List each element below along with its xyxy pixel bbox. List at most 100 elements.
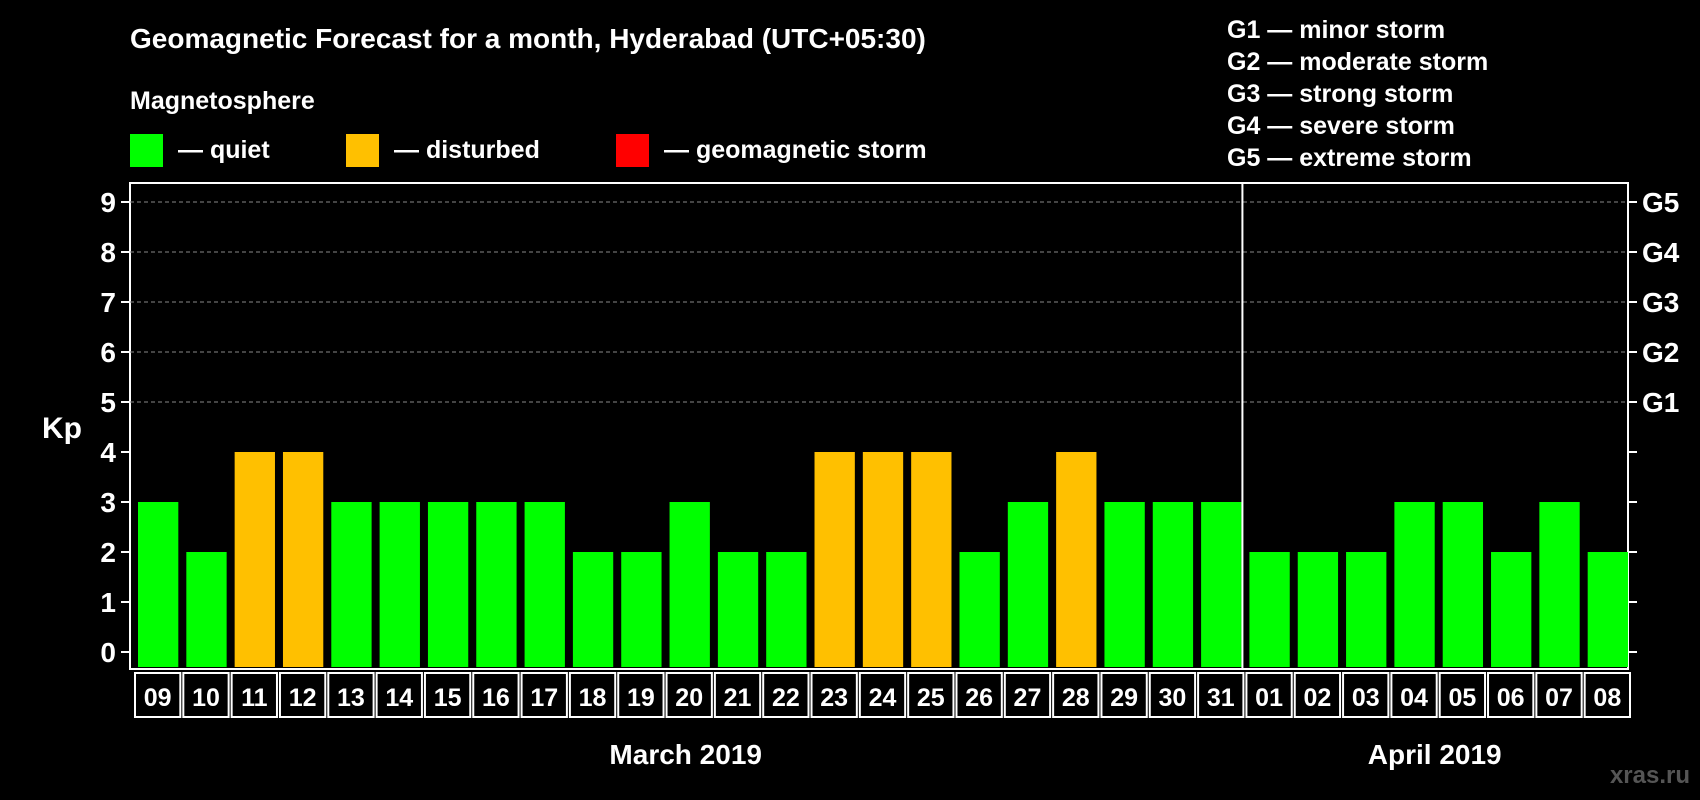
date-box xyxy=(327,672,375,718)
date-label: 24 xyxy=(869,684,897,712)
date-label: 14 xyxy=(385,684,413,712)
date-box xyxy=(1100,672,1148,718)
date-box xyxy=(1003,672,1052,718)
date-label: 29 xyxy=(1110,684,1138,712)
bar-03 xyxy=(1346,552,1387,667)
bar-09 xyxy=(138,502,179,667)
bar-28 xyxy=(1056,452,1097,667)
date-label: 09 xyxy=(144,684,172,712)
date-label: 12 xyxy=(289,684,317,712)
date-box xyxy=(568,672,617,718)
date-box xyxy=(955,672,1003,718)
storm-scale-item: G2 — moderate storm xyxy=(1227,48,1488,76)
date-label: 31 xyxy=(1207,684,1235,712)
y-tick-label: 8 xyxy=(100,237,116,268)
bar-23 xyxy=(814,452,855,667)
bar-19 xyxy=(621,552,662,667)
y-tick-label: 6 xyxy=(100,337,116,368)
date-label: 08 xyxy=(1593,684,1621,712)
watermark: xras.ru xyxy=(1610,762,1690,789)
bar-06 xyxy=(1491,552,1532,667)
date-box xyxy=(1293,672,1342,718)
date-box xyxy=(713,672,762,718)
date-box xyxy=(375,672,423,718)
date-label: 07 xyxy=(1545,684,1573,712)
bar-12 xyxy=(282,452,324,667)
bar-02 xyxy=(1297,552,1339,667)
y-tick-label: 4 xyxy=(100,437,116,468)
right-axis-label: G4 xyxy=(1642,237,1680,268)
y-tick-label: 1 xyxy=(100,587,116,618)
storm-scale-item: G3 — strong storm xyxy=(1227,80,1453,108)
date-box xyxy=(1197,672,1245,718)
date-label: 13 xyxy=(337,684,365,712)
date-box xyxy=(423,672,472,718)
date-label: 30 xyxy=(1159,684,1187,712)
chart-title: Geomagnetic Forecast for a month, Hydera… xyxy=(130,23,926,54)
date-label: 10 xyxy=(192,684,220,712)
bar-13 xyxy=(331,502,372,667)
date-label: 03 xyxy=(1352,684,1380,712)
date-label: 02 xyxy=(1303,684,1331,712)
bar-10 xyxy=(186,552,227,667)
date-label: 19 xyxy=(627,684,655,712)
date-label: 18 xyxy=(579,684,607,712)
date-label: 26 xyxy=(965,684,993,712)
date-box xyxy=(1487,672,1535,718)
y-tick-label: 2 xyxy=(100,537,116,568)
bar-27 xyxy=(1007,502,1049,667)
date-label: 23 xyxy=(820,684,848,712)
date-label: 28 xyxy=(1062,684,1090,712)
bar-04 xyxy=(1394,502,1435,667)
bar-11 xyxy=(234,452,275,667)
plot-frame xyxy=(129,182,1629,670)
y-tick-label: 5 xyxy=(100,387,116,418)
date-label: 15 xyxy=(434,684,462,712)
bar-08 xyxy=(1587,552,1628,667)
bar-17 xyxy=(524,502,565,667)
legend-label-disturbed: — disturbed xyxy=(394,136,540,164)
bar-21 xyxy=(717,552,759,667)
month-label: April 2019 xyxy=(1368,739,1502,770)
date-box xyxy=(230,672,278,718)
date-label: 27 xyxy=(1014,684,1042,712)
right-axis-label: G3 xyxy=(1642,287,1679,318)
date-label: 04 xyxy=(1400,684,1428,712)
storm-scale-item: G4 — severe storm xyxy=(1227,112,1455,140)
storm-scale-item: G1 — minor storm xyxy=(1227,16,1445,44)
date-label: 17 xyxy=(530,684,558,712)
bar-24 xyxy=(862,452,904,667)
legend-swatch-disturbed xyxy=(346,134,379,167)
date-label: 25 xyxy=(917,684,945,712)
date-box xyxy=(1535,672,1583,718)
bar-18 xyxy=(572,552,614,667)
date-box xyxy=(1583,672,1631,718)
bar-25 xyxy=(911,452,952,667)
right-axis-label: G2 xyxy=(1642,337,1679,368)
bar-01 xyxy=(1249,552,1290,667)
date-box xyxy=(665,672,713,718)
right-axis-label: G5 xyxy=(1642,187,1679,218)
date-label: 16 xyxy=(482,684,510,712)
date-label: 20 xyxy=(675,684,703,712)
date-box xyxy=(858,672,907,718)
date-box xyxy=(278,672,327,718)
storm-scale-item: G5 — extreme storm xyxy=(1227,144,1472,172)
bar-20 xyxy=(669,502,710,667)
date-box xyxy=(472,672,520,718)
bar-15 xyxy=(427,502,469,667)
bar-05 xyxy=(1442,502,1484,667)
bar-31 xyxy=(1201,502,1242,667)
date-label: 11 xyxy=(241,684,268,712)
y-tick-label: 7 xyxy=(100,287,116,318)
date-label: 06 xyxy=(1497,684,1525,712)
date-box xyxy=(134,672,182,718)
legend-swatch-quiet xyxy=(130,134,163,167)
date-label: 01 xyxy=(1255,684,1283,712)
bar-16 xyxy=(476,502,517,667)
date-box xyxy=(1438,672,1487,718)
legend-swatch-storm xyxy=(616,134,649,167)
date-box xyxy=(1052,672,1100,718)
date-label: 05 xyxy=(1448,684,1476,712)
